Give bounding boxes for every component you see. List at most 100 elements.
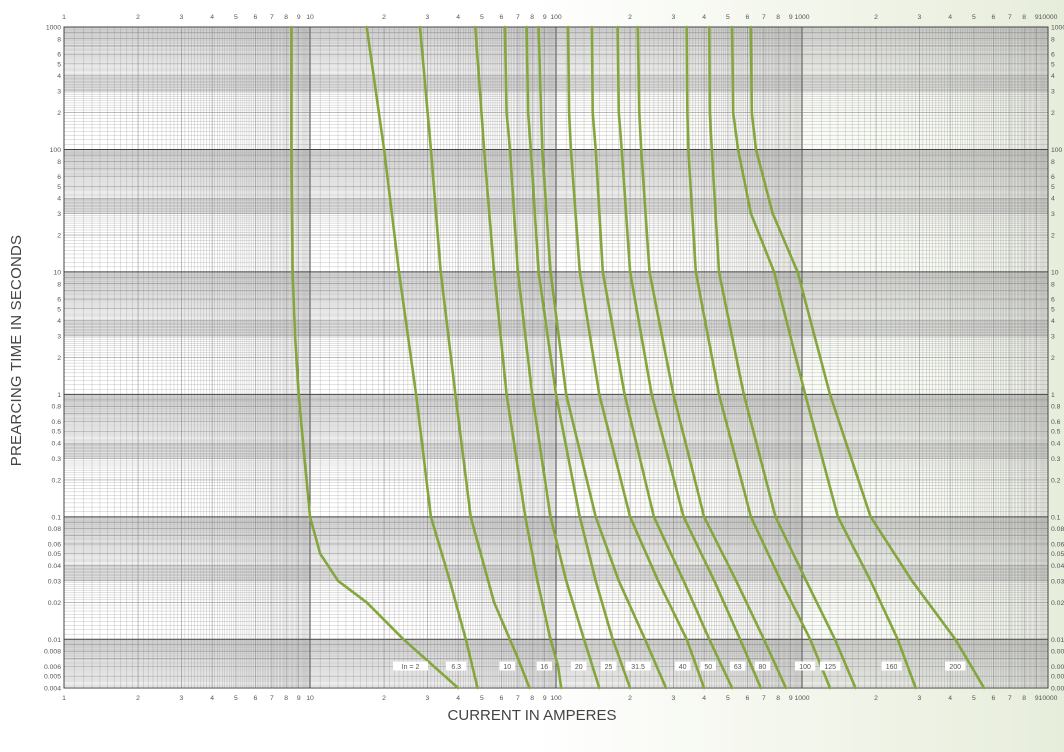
series-label: 50	[704, 664, 712, 671]
y-tick-label-left: 0.03	[48, 578, 61, 585]
x-tick-label-top: 9	[1035, 14, 1039, 21]
fuse-curve	[590, 25, 734, 690]
series-label-bg	[625, 661, 651, 671]
x-tick-label-bottom: 8	[776, 695, 780, 702]
plot-border	[63, 26, 1049, 689]
y-tick-label-right: 6	[1051, 174, 1055, 181]
series-label-bg	[819, 661, 841, 671]
series-label-bg	[499, 661, 516, 671]
series-label: 20	[575, 664, 583, 671]
y-tick-label-left: 2	[57, 110, 61, 117]
x-tick-label-bottom: 7	[1008, 695, 1012, 702]
x-tick-label-bottom: 7	[762, 695, 766, 702]
y-tick-label-right: 0.2	[1051, 477, 1061, 484]
x-tick-label-top: 5	[726, 14, 730, 21]
y-tick-label-left: 0.4	[52, 441, 62, 448]
y-tick-label-left: 8	[57, 281, 61, 288]
x-tick-label-top: 8	[776, 14, 780, 21]
x-tick-label-top: 3	[671, 14, 675, 21]
series-label-bg	[536, 661, 553, 671]
x-tick-label-bottom: 8	[1022, 695, 1026, 702]
y-tick-label-right: 4	[1051, 196, 1055, 203]
y-tick-label-right: 0.05	[1051, 551, 1064, 558]
x-tick-label-top: 6	[254, 14, 258, 21]
y-tick-label-right: 0.01	[1051, 637, 1064, 644]
y-tick-label-left: 1000	[46, 25, 61, 32]
x-tick-label-top: 9	[543, 14, 547, 21]
x-tick-label-bottom: 6	[500, 695, 504, 702]
x-tick-label-top: 9	[789, 14, 793, 21]
x-tick-label-bottom: 5	[480, 695, 484, 702]
y-tick-label-right: 6	[1051, 297, 1055, 304]
x-tick-label-bottom: 10	[306, 695, 314, 702]
x-tick-label-bottom: 6	[254, 695, 258, 702]
x-tick-label-top: 2	[136, 14, 140, 21]
x-tick-label-top: 8	[530, 14, 534, 21]
y-tick-label-left: 4	[57, 73, 61, 80]
fuse-curve	[418, 25, 531, 690]
x-tick-label-bottom: 6	[992, 695, 996, 702]
x-tick-label-bottom: 2	[628, 695, 632, 702]
y-tick-label-left: 0.005	[44, 674, 61, 681]
y-tick-label-right: 0.005	[1051, 674, 1064, 681]
fuse-curve	[636, 25, 788, 690]
y-tick-label-right: 8	[1051, 159, 1055, 166]
x-tick-label-top: 2	[382, 14, 386, 21]
y-tick-label-right: 100	[1051, 147, 1063, 154]
y-tick-label-left: 0.3	[52, 456, 62, 463]
y-tick-label-left: 1	[57, 392, 61, 399]
x-tick-label-bottom: 3	[671, 695, 675, 702]
fuse-curve	[365, 25, 479, 690]
y-tick-label-left: 0.08	[48, 526, 61, 533]
y-tick-label-right: 10	[1051, 269, 1059, 276]
x-tick-label-bottom: 9	[297, 695, 301, 702]
y-tick-label-right: 0.006	[1051, 664, 1064, 671]
x-tick-label-top: 6	[992, 14, 996, 21]
y-tick-label-right: 0.04	[1051, 563, 1064, 570]
x-tick-label-top: 10000	[1039, 14, 1058, 21]
fuse-curve	[566, 25, 706, 690]
x-tick-label-bottom: 4	[456, 695, 460, 702]
series-label-bg	[445, 661, 467, 671]
x-tick-label-top: 7	[762, 14, 766, 21]
y-tick-label-right: 0.4	[1051, 441, 1061, 448]
y-tick-label-left: 6	[57, 52, 61, 59]
series-label: 160	[886, 664, 898, 671]
x-tick-label-top: 4	[456, 14, 460, 21]
x-tick-label-top: 100	[550, 14, 562, 21]
x-tick-label-top: 7	[516, 14, 520, 21]
x-tick-label-bottom: 4	[948, 695, 952, 702]
x-tick-label-bottom: 3	[917, 695, 921, 702]
x-tick-label-top: 3	[179, 14, 183, 21]
y-tick-label-left: 5	[57, 184, 61, 191]
y-axis-title-text: PREARCING TIME IN SECONDS	[8, 234, 26, 466]
series-label-bg	[700, 661, 717, 671]
y-tick-label-left: 0.8	[52, 404, 62, 411]
y-tick-label-left: 4	[57, 196, 61, 203]
y-tick-label-right: 4	[1051, 318, 1055, 325]
fuse-curve	[474, 25, 563, 690]
x-tick-label-bottom: 9	[543, 695, 547, 702]
y-tick-label-left: 0.04	[48, 563, 61, 570]
y-tick-label-left: 0.5	[52, 429, 62, 436]
fuse-curve	[730, 25, 917, 690]
x-tick-label-top: 7	[270, 14, 274, 21]
fuse-curve	[685, 25, 832, 690]
x-tick-label-top: 6	[500, 14, 504, 21]
y-tick-label-right: 5	[1051, 306, 1055, 313]
x-tick-label-bottom: 5	[726, 695, 730, 702]
y-tick-label-right: 8	[1051, 36, 1055, 43]
y-tick-label-right: 2	[1051, 110, 1055, 117]
y-tick-label-right: 0.02	[1051, 600, 1064, 607]
y-tick-label-right: 0.6	[1051, 419, 1061, 426]
y-tick-label-right: 2	[1051, 355, 1055, 362]
fuse-curve	[290, 25, 460, 690]
y-tick-label-left: 4	[57, 318, 61, 325]
series-label-bg	[730, 661, 746, 671]
series-label: 31.5	[631, 664, 645, 671]
x-tick-label-top: 8	[284, 14, 288, 21]
x-tick-label-bottom: 8	[530, 695, 534, 702]
series-label: 25	[605, 664, 613, 671]
x-tick-label-top: 3	[425, 14, 429, 21]
